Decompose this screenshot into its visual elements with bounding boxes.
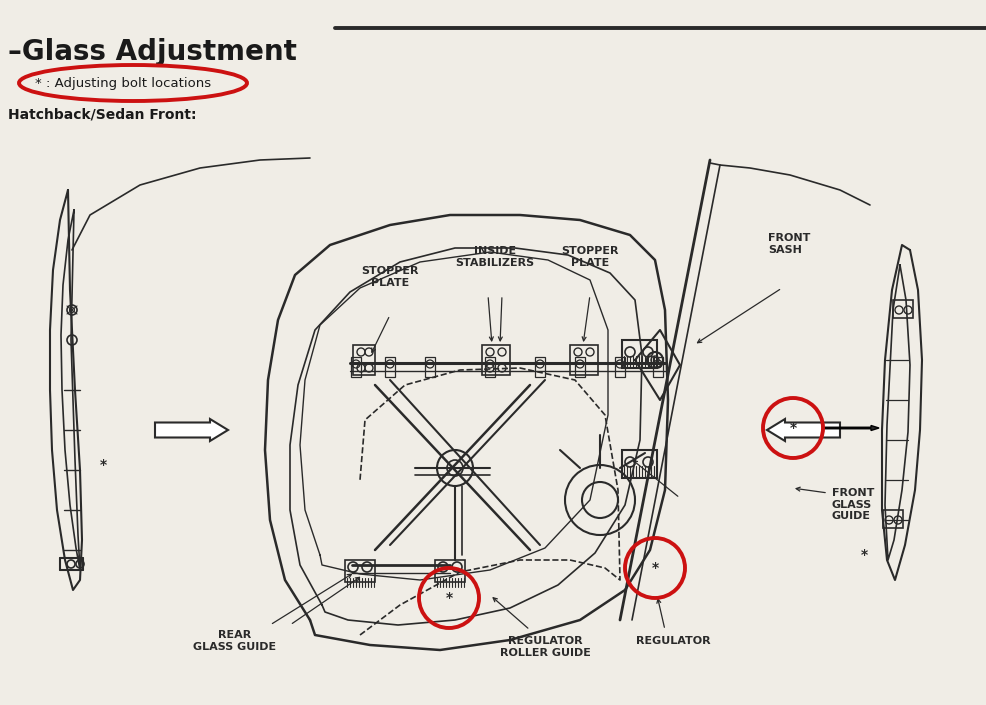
Bar	[484, 357, 495, 377]
Bar	[570, 345, 598, 375]
Bar	[621, 450, 657, 478]
Bar	[425, 357, 435, 377]
Text: *: *	[860, 548, 867, 562]
FancyArrow shape	[822, 426, 879, 431]
Bar	[614, 357, 624, 377]
Bar	[435, 560, 464, 582]
Text: FRONT
GLASS
GUIDE: FRONT GLASS GUIDE	[831, 488, 874, 521]
Bar	[351, 357, 361, 377]
Bar	[653, 357, 663, 377]
Bar	[882, 510, 902, 528]
Text: *: *	[789, 421, 796, 435]
Bar	[385, 357, 394, 377]
Bar	[534, 357, 544, 377]
Bar	[621, 340, 657, 368]
Bar	[575, 357, 585, 377]
Text: REGULATOR: REGULATOR	[635, 636, 710, 646]
Text: * : Adjusting bolt locations: * : Adjusting bolt locations	[35, 77, 211, 90]
Text: STOPPER
PLATE: STOPPER PLATE	[561, 247, 618, 268]
Text: *: *	[100, 458, 106, 472]
Text: REAR
GLASS GUIDE: REAR GLASS GUIDE	[193, 630, 276, 651]
Text: REGULATOR
ROLLER GUIDE: REGULATOR ROLLER GUIDE	[499, 636, 590, 658]
Bar	[353, 345, 375, 375]
Text: STOPPER
PLATE: STOPPER PLATE	[361, 266, 418, 288]
Text: *: *	[651, 561, 658, 575]
Bar	[481, 345, 510, 375]
FancyArrow shape	[155, 419, 228, 441]
FancyArrow shape	[766, 419, 839, 441]
Text: FRONT
SASH: FRONT SASH	[767, 233, 810, 255]
Bar	[892, 300, 912, 318]
Text: *: *	[445, 591, 453, 605]
Text: –Glass Adjustment: –Glass Adjustment	[8, 38, 297, 66]
Text: INSIDE
STABILIZERS: INSIDE STABILIZERS	[455, 247, 534, 268]
Text: Hatchback/Sedan Front:: Hatchback/Sedan Front:	[8, 108, 196, 122]
Bar	[345, 560, 375, 582]
